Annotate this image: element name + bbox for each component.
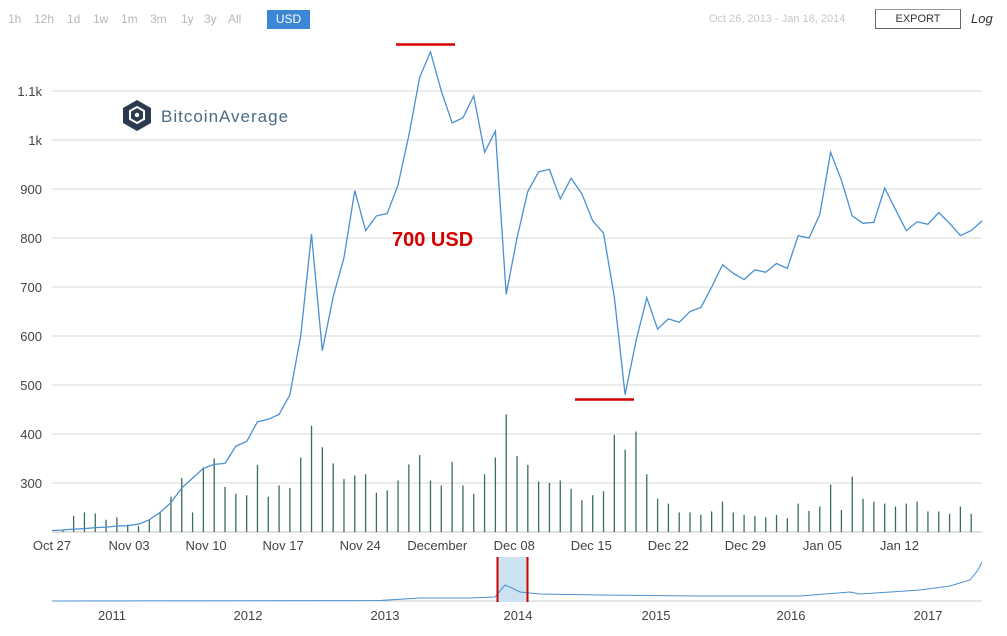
x-tick-label: Nov 24 [340, 538, 381, 553]
navigator-x-label: 2015 [642, 608, 671, 623]
navigator-x-ticks: 2011 2012 2013 2014 2015 2016 2017 [98, 608, 942, 623]
price-line [51, 49, 983, 532]
navigator-x-label: 2012 [234, 608, 263, 623]
x-tick-label: Jan 12 [880, 538, 919, 553]
y-tick-label: 400 [20, 427, 42, 442]
y-tick-label: 900 [20, 182, 42, 197]
y-tick-label: 600 [20, 329, 42, 344]
navigator-selection[interactable] [497, 557, 528, 602]
export-button[interactable]: EXPORT [875, 9, 961, 29]
x-tick-label: Nov 17 [263, 538, 304, 553]
zoom-12h-button[interactable]: 12h [34, 12, 55, 26]
x-tick-label: Dec 08 [494, 538, 535, 553]
y-axis-ticks: 300 400 500 600 700 800 900 1k 1.1k [17, 84, 42, 491]
navigator[interactable]: 2011 2012 2013 2014 2015 2016 2017 [51, 557, 983, 623]
log-scale-toggle[interactable]: Log [971, 11, 993, 26]
chart-toolbar: 1h 12h 1d 1w 1m 3m 1y 3y All USD Oct 26,… [0, 0, 1007, 34]
y-tick-label: 1.1k [17, 84, 42, 99]
x-tick-label: Dec 22 [648, 538, 689, 553]
navigator-x-label: 2013 [371, 608, 400, 623]
date-range-label: Oct 26, 2013 - Jan 18, 2014 [709, 13, 846, 25]
y-tick-label: 300 [20, 476, 42, 491]
x-axis-ticks: Oct 27 Nov 03 Nov 10 Nov 17 Nov 24 December De… [33, 538, 919, 553]
x-tick-label: December [407, 538, 468, 553]
y-tick-label: 500 [20, 378, 42, 393]
navigator-x-label: 2016 [777, 608, 806, 623]
x-tick-label: Nov 03 [108, 538, 149, 553]
zoom-3m-button[interactable]: 3m [150, 12, 167, 26]
zoom-1y-button[interactable]: 1y [181, 12, 194, 26]
navigator-price-line [51, 561, 983, 602]
zoom-1h-button[interactable]: 1h [8, 12, 22, 26]
logo-text: BitcoinAverage [161, 107, 289, 126]
zoom-1m-button[interactable]: 1m [121, 12, 138, 26]
volume-bars [62, 414, 972, 532]
logo: BitcoinAverage [123, 100, 289, 131]
navigator-x-label: 2014 [504, 608, 533, 623]
logo-hex-icon [123, 100, 151, 131]
zoom-1d-button[interactable]: 1d [67, 12, 81, 26]
y-tick-label: 700 [20, 280, 42, 295]
currency-usd-button[interactable]: USD [267, 10, 310, 29]
navigator-x-label: 2011 [98, 608, 126, 623]
zoom-all-button[interactable]: All [228, 12, 242, 26]
y-tick-label: 1k [28, 133, 42, 148]
y-tick-label: 800 [20, 231, 42, 246]
zoom-1w-button[interactable]: 1w [93, 12, 109, 26]
x-tick-label: Jan 05 [803, 538, 842, 553]
zoom-3y-button[interactable]: 3y [204, 12, 217, 26]
annotation-700-usd: 700 USD [392, 229, 473, 251]
x-tick-label: Oct 27 [33, 538, 71, 553]
x-tick-label: Dec 29 [725, 538, 766, 553]
x-tick-label: Nov 10 [185, 538, 226, 553]
navigator-x-label: 2017 [914, 608, 943, 623]
x-tick-label: Dec 15 [571, 538, 612, 553]
